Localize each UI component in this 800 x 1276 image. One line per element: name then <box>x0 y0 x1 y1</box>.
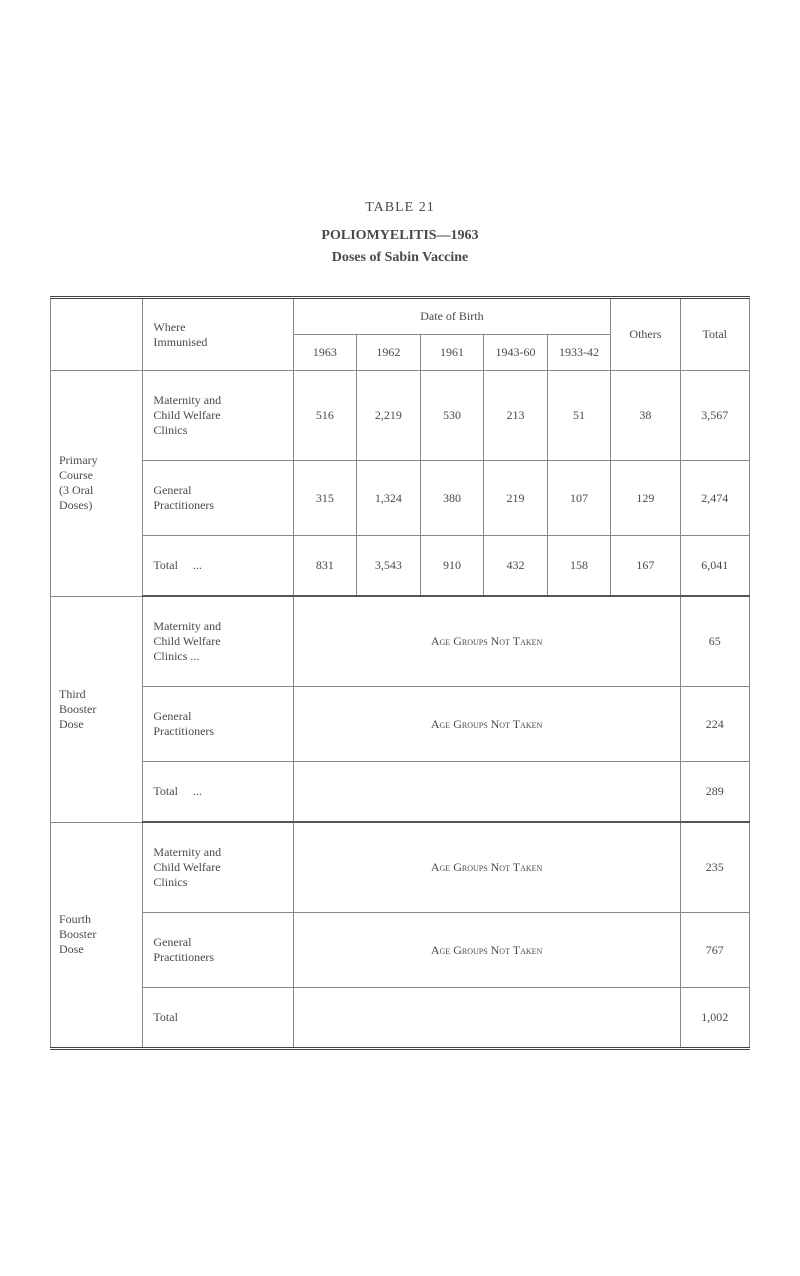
subtitle: Doses of Sabin Vaccine <box>50 250 750 266</box>
cell: 3,543 <box>357 536 421 597</box>
cell: 129 <box>611 461 680 536</box>
cell: 2,219 <box>357 371 421 461</box>
cell: 213 <box>484 371 548 461</box>
primary-row-1: Primary Course (3 Oral Doses) Maternity … <box>51 371 750 461</box>
cell: 315 <box>293 461 357 536</box>
year-1963: 1963 <box>293 335 357 371</box>
third-row-1: Third Booster Dose Maternity and Child W… <box>51 596 750 687</box>
primary-row-3: Total ... 831 3,543 910 432 158 167 6,04… <box>51 536 750 597</box>
cell: 6,041 <box>680 536 749 597</box>
third-label: Third Booster Dose <box>51 596 143 822</box>
cell: 380 <box>420 461 484 536</box>
date-of-birth-header: Date of Birth <box>293 298 611 335</box>
third-where-3: Total ... <box>143 762 293 823</box>
year-1933-42: 1933-42 <box>547 335 611 371</box>
cell: 516 <box>293 371 357 461</box>
third-where-2: General Practitioners <box>143 687 293 762</box>
year-1943-60: 1943-60 <box>484 335 548 371</box>
cell: 1,324 <box>357 461 421 536</box>
age-groups: Age Groups Not Taken <box>293 596 680 687</box>
cell: 831 <box>293 536 357 597</box>
cell: 910 <box>420 536 484 597</box>
cell: 158 <box>547 536 611 597</box>
table-number: TABLE 21 <box>50 200 750 216</box>
cell: 2,474 <box>680 461 749 536</box>
cell: 167 <box>611 536 680 597</box>
primary-where-1: Maternity and Child Welfare Clinics <box>143 371 293 461</box>
where-header: Where Immunised <box>143 298 293 371</box>
cell: 235 <box>680 822 749 913</box>
age-groups: Age Groups Not Taken <box>293 822 680 913</box>
main-title: POLIOMYELITIS—1963 <box>50 228 750 244</box>
fourth-where-2: General Practitioners <box>143 913 293 988</box>
cell: 38 <box>611 371 680 461</box>
page-header: TABLE 21 POLIOMYELITIS—1963 Doses of Sab… <box>50 200 750 266</box>
cell: 3,567 <box>680 371 749 461</box>
fourth-row-1: Fourth Booster Dose Maternity and Child … <box>51 822 750 913</box>
others-header: Others <box>611 298 680 371</box>
third-row-3: Total ... 289 <box>51 762 750 823</box>
total-header: Total <box>680 298 749 371</box>
cell: 224 <box>680 687 749 762</box>
fourth-where-1: Maternity and Child Welfare Clinics <box>143 822 293 913</box>
cell: 65 <box>680 596 749 687</box>
third-where-1: Maternity and Child Welfare Clinics ... <box>143 596 293 687</box>
primary-row-2: General Practitioners 315 1,324 380 219 … <box>51 461 750 536</box>
year-1962: 1962 <box>357 335 421 371</box>
header-row-1: Where Immunised Date of Birth Others Tot… <box>51 298 750 335</box>
age-groups: Age Groups Not Taken <box>293 687 680 762</box>
fourth-where-3: Total <box>143 988 293 1049</box>
cell: 51 <box>547 371 611 461</box>
age-groups: Age Groups Not Taken <box>293 913 680 988</box>
primary-where-2: General Practitioners <box>143 461 293 536</box>
cell: 767 <box>680 913 749 988</box>
third-row-2: General Practitioners Age Groups Not Tak… <box>51 687 750 762</box>
age-groups-empty <box>293 762 680 823</box>
main-table: Where Immunised Date of Birth Others Tot… <box>50 296 750 1050</box>
cell: 1,002 <box>680 988 749 1049</box>
cell: 432 <box>484 536 548 597</box>
cell: 289 <box>680 762 749 823</box>
year-1961: 1961 <box>420 335 484 371</box>
fourth-row-2: General Practitioners Age Groups Not Tak… <box>51 913 750 988</box>
fourth-label: Fourth Booster Dose <box>51 822 143 1049</box>
primary-label: Primary Course (3 Oral Doses) <box>51 371 143 597</box>
primary-where-3: Total ... <box>143 536 293 597</box>
age-groups-empty <box>293 988 680 1049</box>
empty-corner <box>51 298 143 371</box>
cell: 107 <box>547 461 611 536</box>
cell: 530 <box>420 371 484 461</box>
cell: 219 <box>484 461 548 536</box>
fourth-row-3: Total 1,002 <box>51 988 750 1049</box>
